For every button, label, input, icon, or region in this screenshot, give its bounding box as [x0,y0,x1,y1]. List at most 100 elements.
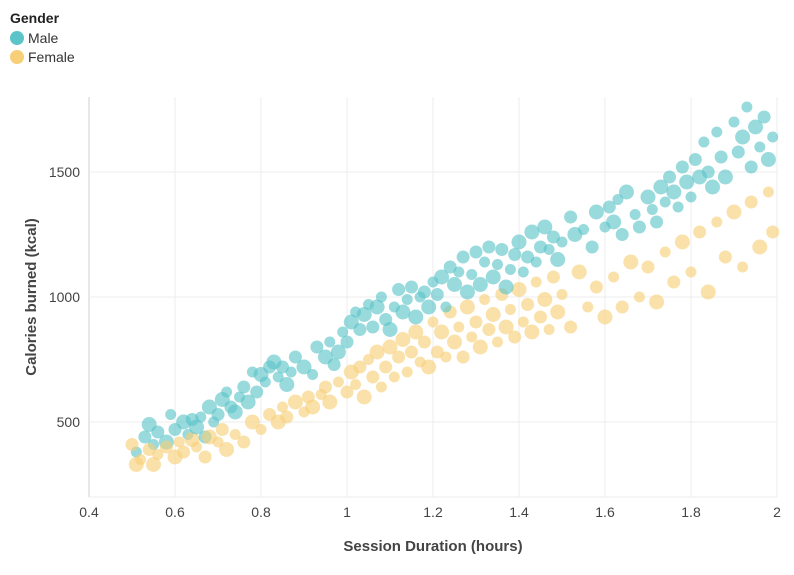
data-point-male [731,145,745,159]
data-point-male [310,340,324,354]
data-point-male [401,294,413,305]
data-point-female [277,401,288,413]
data-point-male [602,200,616,214]
data-point-male [666,184,682,200]
data-point-male [421,299,437,315]
data-point-male [392,283,406,296]
data-point-male [748,119,763,135]
data-point-male [675,160,689,174]
y-tick-label: 1000 [49,289,80,305]
data-point-male [440,301,452,313]
data-point-male [250,385,264,399]
data-point-male [679,174,695,190]
data-point-female [408,324,424,340]
data-point-male [456,250,470,264]
data-point-male [517,266,529,278]
data-point-female [674,234,690,250]
data-point-male [369,299,385,315]
data-point-male [492,259,503,270]
data-point-female [146,457,161,472]
data-point-female [582,301,594,313]
data-point-male [151,425,165,439]
data-point-male [578,224,589,235]
data-point-male [653,179,669,195]
data-point-female [659,246,671,258]
data-point-male [767,131,779,143]
data-point-male [408,309,424,325]
data-point-male [469,245,483,259]
data-point-female [766,225,780,239]
data-point-male [279,377,295,392]
data-point-male [430,288,444,301]
data-point-male [546,230,560,244]
data-point-female [229,429,241,440]
legend-title: Gender [10,10,60,26]
data-point-female [504,304,516,315]
data-point-female [737,261,749,273]
data-point-female [173,436,185,448]
data-point-male [395,304,411,320]
data-point-male [165,409,177,420]
x-axis-title: Session Duration (hours) [343,538,522,555]
data-point-male [504,264,516,275]
data-point-male [356,307,372,322]
data-point-female [198,450,212,464]
data-point-female [319,380,332,394]
data-point-male [211,408,225,421]
data-point-male [543,244,555,255]
data-point-female [633,291,645,303]
data-point-female [332,376,344,388]
data-point-female [135,454,147,465]
x-tick-label: 2 [773,504,781,520]
data-point-male [466,269,478,280]
data-point-female [405,345,418,359]
data-point-female [125,438,139,451]
data-point-female [482,323,496,336]
data-point-male [640,189,656,205]
data-point-male [698,136,710,148]
data-point-male [337,326,349,338]
data-point-male [619,184,634,200]
data-point-male [754,141,766,153]
data-point-female [511,282,527,297]
data-point-male [375,291,387,303]
data-point-male [482,240,496,254]
data-point-female [219,442,235,457]
data-point-male [443,260,457,274]
data-point-female [589,280,603,294]
data-point-female [191,441,202,453]
data-point-female [459,299,475,315]
data-point-female [667,275,681,289]
data-point-female [524,324,540,340]
data-point-female [479,294,491,305]
legend-label-female: Female [28,48,75,65]
data-point-female [237,435,251,449]
data-point-female [623,254,639,270]
data-point-female [280,410,294,424]
data-point-male [353,323,367,336]
data-point-female [392,350,406,364]
legend-item-male[interactable]: Male [10,28,75,47]
data-point-male [511,234,527,250]
data-point-female [744,195,758,209]
x-tick-label: 1.2 [423,504,443,520]
data-point-male [612,194,624,205]
data-point-male [195,411,207,423]
data-point-female [641,260,655,274]
data-point-female [534,310,547,324]
data-point-female [366,370,380,384]
data-point-male [688,153,702,166]
data-point-female [417,335,431,349]
data-point-male [405,280,418,294]
data-point-male [757,110,771,124]
data-point-female [649,294,665,310]
data-point-male [276,360,289,374]
data-point-female [700,284,716,300]
data-point-female [693,225,707,239]
data-point-female [401,366,413,378]
data-point-male [629,209,641,220]
data-point-male [672,201,684,213]
y-tick-label: 1500 [49,164,80,180]
data-point-male [382,322,398,337]
legend-item-female[interactable]: Female [10,47,75,66]
